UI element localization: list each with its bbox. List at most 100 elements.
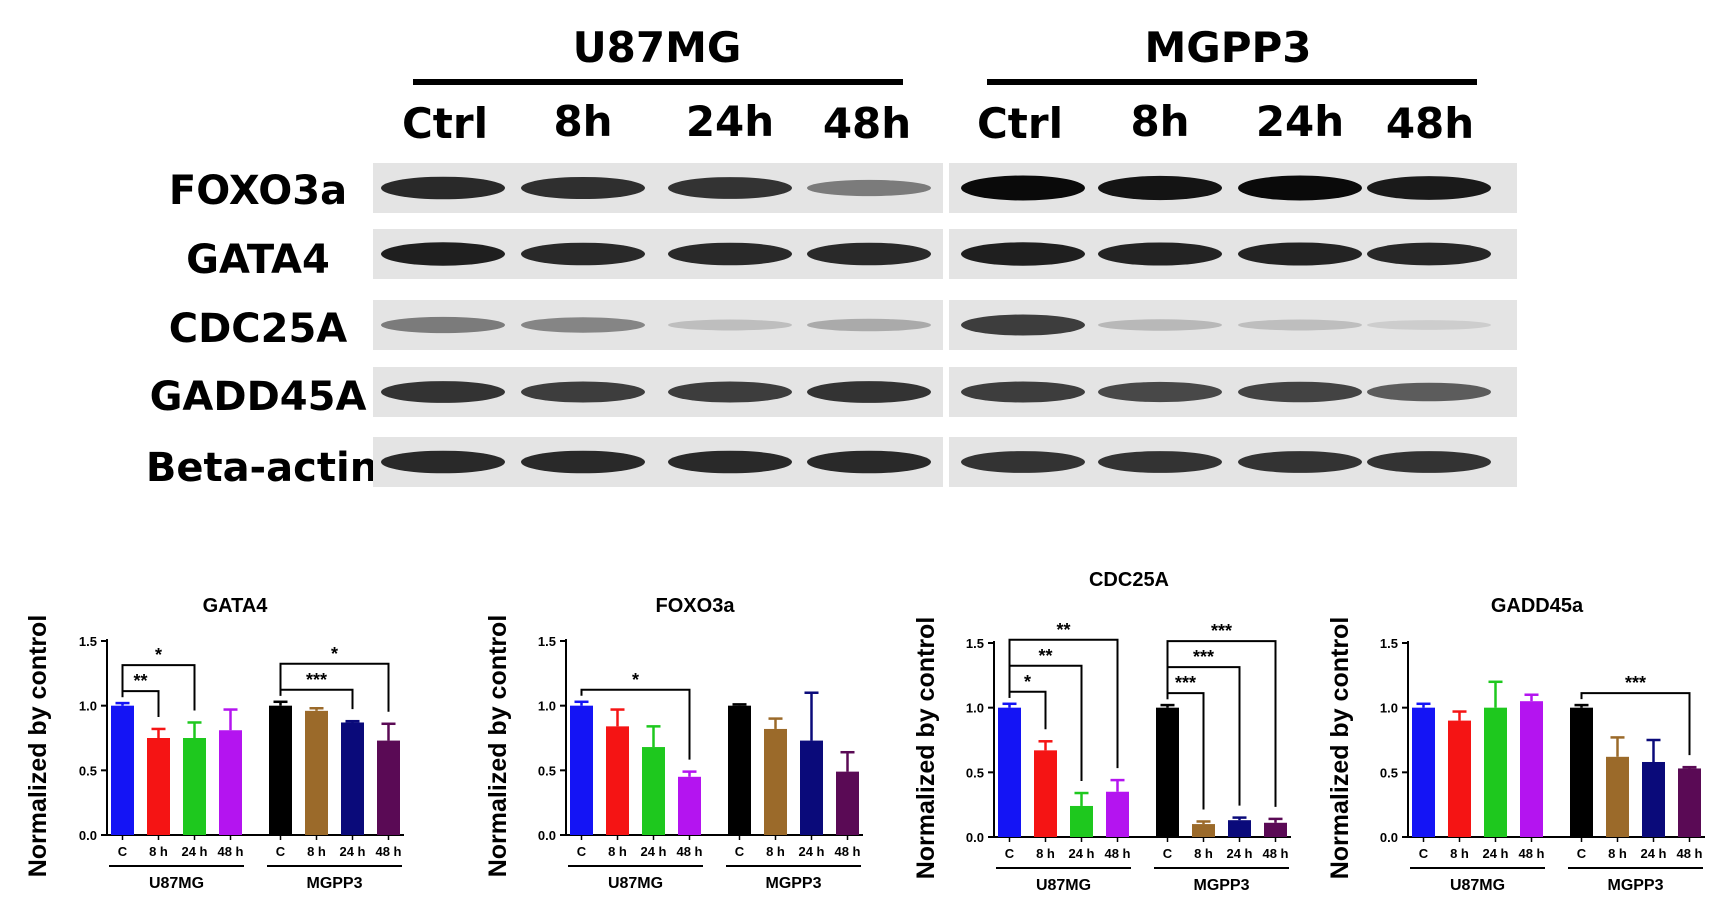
blot-band: [668, 177, 792, 199]
x-tick-label: 48 h: [834, 844, 860, 859]
bar-charts: GATA4 Normalized by control 0.0 0.5 1.0 1.5 C 8…: [24, 569, 1705, 894]
significance-label: **: [133, 671, 147, 691]
blot-band: [961, 381, 1085, 403]
blot-band: [521, 176, 645, 200]
x-tick-label: 8 h: [1608, 846, 1627, 861]
bar: [836, 771, 859, 835]
significance-label: **: [1056, 620, 1070, 640]
blot-band: [1238, 451, 1362, 473]
blot-band: [668, 450, 792, 474]
lane-label: 24h: [686, 97, 774, 146]
lane-label: Ctrl: [402, 99, 488, 148]
significance-bracket: [279, 662, 390, 712]
significance-label: ***: [306, 670, 327, 690]
y-axis-label: Normalized by control: [912, 617, 940, 880]
bar: [1570, 707, 1593, 837]
x-tick-label: C: [1163, 846, 1173, 861]
y-tick-label: 0.5: [1380, 765, 1398, 780]
blot-band: [1098, 319, 1222, 331]
blot-band: [1367, 242, 1491, 266]
bar: [183, 738, 206, 835]
blot-band: [961, 242, 1085, 266]
significance-label: ***: [1175, 673, 1196, 693]
bar: [642, 747, 665, 835]
x-tick-label: C: [1005, 846, 1015, 861]
bar: [1520, 701, 1543, 837]
bar: [728, 705, 751, 835]
bar: [1678, 768, 1701, 837]
blot-row-label: Beta-actin: [146, 445, 378, 491]
blot-band: [961, 314, 1085, 336]
bar: [606, 726, 629, 835]
x-tick-label: 24 h: [640, 844, 666, 859]
blot-band: [381, 176, 505, 200]
y-tick-label: 0.5: [79, 763, 97, 778]
significance-bracket: [1166, 640, 1277, 807]
blot-band: [807, 242, 931, 266]
blot-band: [1238, 175, 1362, 201]
group-label: MGPP3: [1607, 877, 1663, 894]
y-tick-label: 0.0: [79, 828, 97, 843]
x-tick-label: 8 h: [1450, 846, 1469, 861]
blot-band: [961, 451, 1085, 473]
lane-label: 8h: [1130, 97, 1189, 146]
lane-label: 8h: [553, 97, 612, 146]
x-tick-label: 8 h: [1036, 846, 1055, 861]
bar: [1484, 707, 1507, 837]
y-axis-label: Normalized by control: [484, 615, 512, 878]
blot-band: [807, 450, 931, 474]
blot-band: [1238, 242, 1362, 266]
y-tick-label: 1.5: [966, 636, 984, 651]
x-tick-label: C: [1577, 846, 1587, 861]
x-tick-label: 48 h: [375, 844, 401, 859]
x-tick-label: C: [577, 844, 587, 859]
group-label: U87MG: [1036, 877, 1091, 894]
blot-band: [1098, 242, 1222, 266]
bar: [1228, 820, 1251, 837]
bar-chart-foxo3a: FOXO3a Normalized by control 0.0 0.5 1.0 1.5 C…: [484, 595, 863, 892]
bar: [570, 705, 593, 835]
blot-row-label: GADD45A: [150, 374, 367, 420]
blot-strips: [373, 163, 1517, 487]
lane-label: 48h: [1386, 99, 1474, 148]
x-tick-label: 24 h: [798, 844, 824, 859]
bar: [305, 710, 328, 835]
x-tick-label: 48 h: [217, 844, 243, 859]
blot-band: [668, 381, 792, 403]
y-tick-label: 0.5: [538, 763, 556, 778]
bar: [111, 705, 134, 835]
bar: [1412, 707, 1435, 837]
bar: [1034, 750, 1057, 837]
chart-title: GADD45a: [1491, 595, 1584, 617]
bar: [1264, 822, 1287, 837]
group-label: U87MG: [149, 875, 204, 892]
blot-band: [381, 450, 505, 474]
blot-group-header-mgpp3: MGPP3: [987, 23, 1477, 85]
group-label: MGPP3: [306, 875, 362, 892]
y-tick-label: 1.0: [1380, 701, 1398, 716]
y-axis-label: Normalized by control: [1326, 617, 1354, 880]
bar: [764, 728, 787, 835]
bar: [147, 738, 170, 835]
blot-band: [1238, 319, 1362, 331]
y-tick-label: 0.5: [966, 765, 984, 780]
bar-chart-cdc25a: CDC25A Normalized by control 0.0 0.5 1.0 1.5 C…: [912, 569, 1291, 894]
significance-bracket: [121, 664, 196, 711]
group-label: U87MG: [1450, 877, 1505, 894]
bar: [1642, 761, 1665, 837]
lane-label: Ctrl: [977, 99, 1063, 148]
blot-band: [521, 242, 645, 266]
x-tick-label: 48 h: [1262, 846, 1288, 861]
significance-label: ***: [1625, 673, 1646, 693]
bar: [1106, 791, 1129, 837]
y-tick-label: 0.0: [538, 828, 556, 843]
y-tick-label: 1.5: [79, 634, 97, 649]
significance-bracket: [580, 688, 691, 760]
blot-row-label: FOXO3a: [169, 168, 347, 214]
x-tick-label: 8 h: [307, 844, 326, 859]
bar: [678, 776, 701, 835]
group-label: MGPP3: [765, 875, 821, 892]
significance-label: ***: [1193, 647, 1214, 667]
blot-band: [381, 242, 505, 266]
